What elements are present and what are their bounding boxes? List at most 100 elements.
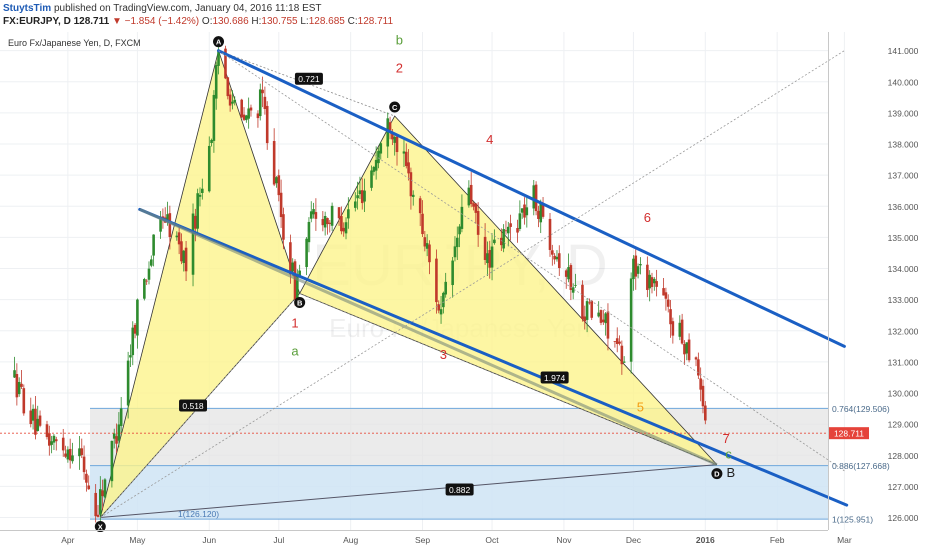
close-value: 128.711: [357, 16, 394, 27]
candle-body: [191, 213, 195, 275]
candle-body: [504, 230, 508, 232]
fib-zones: [90, 407, 828, 520]
wave-label: 5: [637, 400, 644, 415]
y-tick-label: 139.000: [888, 108, 919, 118]
change-label: ▼ −1.854 (−1.42%): [111, 16, 200, 27]
price-label: 128.711: [70, 16, 112, 27]
candle-body: [423, 237, 427, 247]
candle-body: [618, 341, 621, 344]
axes: 141.000 140.000 139.000 138.000 137.000 136.0…: [0, 32, 919, 545]
high-label: H:: [248, 16, 262, 27]
candle-body: [224, 48, 227, 79]
open-label: O:: [199, 16, 213, 27]
candle-body: [265, 105, 269, 144]
y-tick-label: 138.000: [888, 140, 919, 150]
candle-body: [372, 166, 376, 172]
candle-body: [474, 203, 478, 213]
y-tick-label: 133.000: [888, 295, 919, 305]
candle-body: [247, 108, 250, 119]
candle-body: [52, 435, 56, 443]
author-link[interactable]: StuytsTim: [3, 3, 52, 14]
drawn-lines: [0, 49, 849, 518]
candle-body: [182, 250, 186, 264]
candle-body: [103, 479, 107, 498]
candle-body: [467, 187, 471, 206]
wave-label: a: [291, 344, 299, 359]
candle-body: [279, 192, 283, 218]
candle-body: [245, 115, 248, 121]
candle-body: [386, 118, 390, 147]
candle-body: [54, 439, 58, 442]
open-value: 130.686: [212, 16, 249, 27]
candle-body: [534, 184, 538, 212]
candle-body: [541, 204, 545, 217]
candle-body: [126, 360, 130, 406]
candle-body: [571, 287, 575, 293]
candle-body: [326, 218, 329, 225]
ratio-label: 1.974: [544, 373, 566, 383]
pattern-point-marker: [94, 521, 106, 533]
candle-body: [198, 194, 202, 197]
y-tick-label: 135.000: [888, 233, 919, 243]
candle-body: [597, 312, 600, 317]
candle-body: [337, 207, 341, 219]
pattern-point-marker: [294, 296, 306, 308]
y-tick-label: 127.000: [888, 482, 919, 492]
harmonic-pattern: [99, 49, 718, 519]
candle-body: [460, 206, 464, 229]
candle-body: [551, 250, 554, 255]
candle-body: [629, 278, 633, 362]
candle-body: [453, 246, 457, 258]
candle-body: [321, 219, 325, 226]
candle-body: [214, 65, 218, 99]
candle-body: [45, 424, 49, 438]
candle-body: [309, 211, 313, 219]
candle-body: [435, 258, 438, 303]
candle-body: [363, 190, 366, 202]
candle-body: [256, 113, 260, 119]
candle-body: [639, 263, 642, 266]
y-tick-label: 137.000: [888, 171, 919, 181]
publish-text: published on TradingView.com, January 04…: [51, 3, 322, 14]
y-tick-label: 128.000: [888, 451, 919, 461]
wave-label: b: [396, 32, 403, 47]
candle-body: [133, 324, 137, 334]
candle-body: [112, 433, 116, 439]
wave-label: 7: [723, 431, 730, 446]
fib-level-label: 0.886(127.668): [832, 461, 890, 471]
y-tick-label: 134.000: [888, 264, 919, 274]
fib-level-label: 0.764(129.506): [832, 404, 890, 414]
x-tick-label: Oct: [485, 535, 499, 545]
candle-body: [131, 327, 135, 356]
candle-body: [150, 259, 153, 266]
candle-body: [263, 96, 267, 110]
mid-channel-line: [139, 208, 718, 467]
candle-body: [500, 237, 503, 246]
candle-body: [356, 195, 359, 199]
candle-body: [490, 246, 494, 268]
candle-body: [36, 418, 40, 431]
candle-body: [196, 193, 199, 229]
candle-body: [314, 212, 318, 219]
candle-body: [585, 301, 589, 320]
candle-body: [31, 408, 35, 421]
dotted-diagonal: [218, 50, 845, 472]
candle-body: [502, 229, 505, 249]
candle-body: [228, 94, 232, 106]
candle-body: [129, 355, 132, 358]
candle-body: [34, 408, 37, 435]
candle-body: [233, 99, 237, 103]
candle-body: [175, 235, 179, 238]
candle-body: [61, 437, 65, 451]
pattern-point-label: A: [216, 38, 222, 47]
candle-body: [439, 309, 443, 315]
candle-body: [704, 405, 707, 421]
x-tick-label: Dec: [626, 535, 642, 545]
wave-label: 2: [396, 60, 403, 75]
chart-title: Euro Fx/Japanese Yen, D, FXCM: [8, 38, 141, 48]
candle-body: [20, 383, 23, 387]
candle-body: [488, 250, 492, 268]
candle-body: [275, 177, 278, 184]
candle-body: [539, 202, 543, 223]
